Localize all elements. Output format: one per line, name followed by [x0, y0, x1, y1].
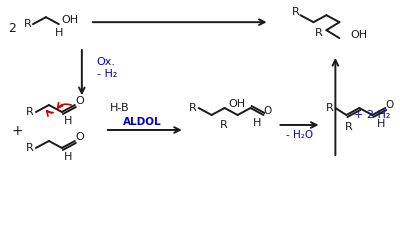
- Text: OH: OH: [61, 15, 78, 25]
- Text: H: H: [64, 152, 72, 162]
- Text: R: R: [344, 122, 352, 132]
- Text: H-B: H-B: [110, 103, 130, 113]
- Text: O: O: [385, 100, 394, 110]
- Text: + 2 H₂: + 2 H₂: [354, 110, 391, 120]
- Text: O: O: [76, 132, 84, 142]
- Text: - H₂O: - H₂O: [286, 130, 313, 140]
- Text: H: H: [253, 118, 262, 128]
- Text: Ox.: Ox.: [97, 57, 116, 67]
- Text: R: R: [26, 107, 34, 117]
- Text: +: +: [11, 124, 23, 138]
- Text: OH: OH: [228, 99, 245, 109]
- Text: R: R: [189, 103, 196, 113]
- Text: R: R: [314, 28, 322, 38]
- Text: R: R: [326, 103, 333, 113]
- Text: ALDOL: ALDOL: [124, 117, 162, 127]
- Text: R: R: [220, 120, 228, 130]
- Text: H: H: [64, 116, 72, 126]
- Text: H: H: [55, 28, 63, 38]
- Text: - H₂: - H₂: [97, 69, 117, 79]
- Text: R: R: [292, 7, 299, 17]
- Text: OH: OH: [351, 30, 368, 40]
- Text: R: R: [24, 19, 32, 29]
- Text: R: R: [26, 143, 34, 153]
- Text: 2: 2: [8, 22, 16, 35]
- Text: O: O: [263, 106, 272, 116]
- Text: H: H: [377, 119, 386, 129]
- Text: O: O: [76, 96, 84, 106]
